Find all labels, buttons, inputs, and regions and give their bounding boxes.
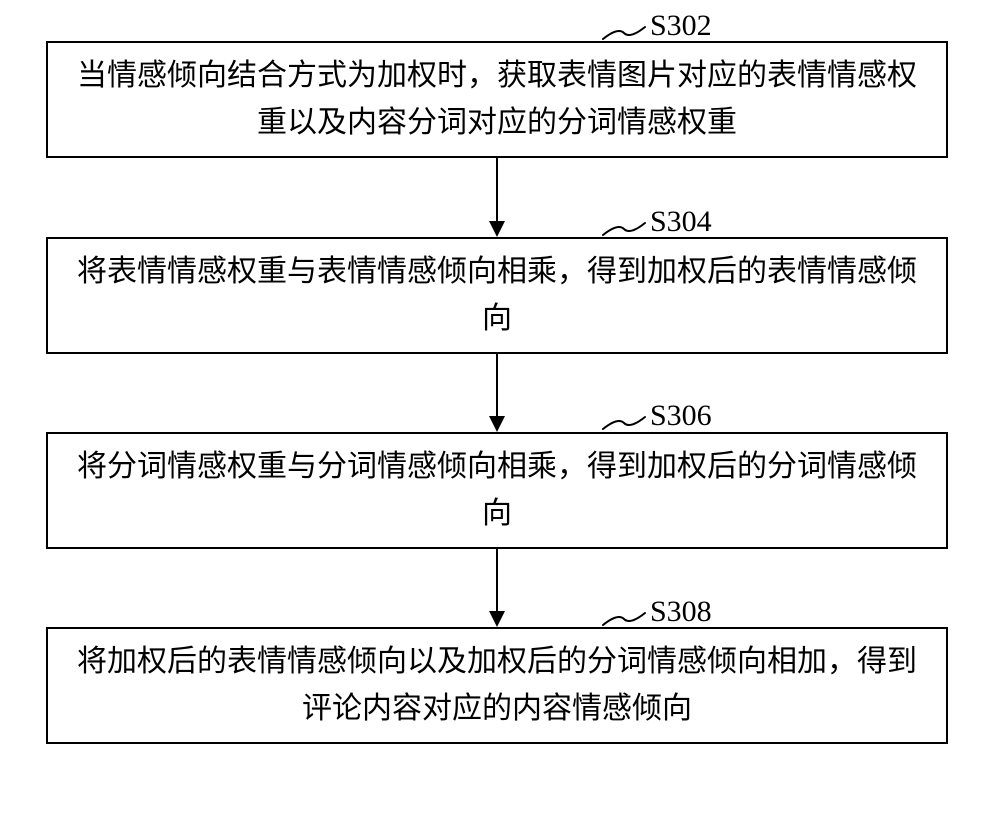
flow-step-s302: 当情感倾向结合方式为加权时，获取表情图片对应的表情情感权重以及内容分词对应的分词… <box>46 41 948 158</box>
flow-arrow-head-icon <box>489 221 505 237</box>
step-label-text: S302 <box>650 9 712 42</box>
flow-step-label-s304: S304 <box>650 205 712 239</box>
flow-step-s308: 将加权后的表情情感倾向以及加权后的分词情感倾向相加，得到评论内容对应的内容情感倾… <box>46 627 948 744</box>
label-tick-icon <box>603 223 645 235</box>
flow-step-s306: 将分词情感权重与分词情感倾向相乘，得到加权后的分词情感倾向 <box>46 432 948 549</box>
flow-step-text: 将表情情感权重与表情情感倾向相乘，得到加权后的表情情感倾向 <box>66 249 928 342</box>
flow-step-label-s306: S306 <box>650 399 712 433</box>
flow-step-label-s308: S308 <box>650 595 712 629</box>
step-label-text: S306 <box>650 399 712 432</box>
label-tick-icon <box>603 613 645 625</box>
flow-arrow-head-icon <box>489 416 505 432</box>
flow-step-text: 将加权后的表情情感倾向以及加权后的分词情感倾向相加，得到评论内容对应的内容情感倾… <box>66 639 928 732</box>
flow-step-s304: 将表情情感权重与表情情感倾向相乘，得到加权后的表情情感倾向 <box>46 237 948 354</box>
label-tick-icon <box>603 417 645 429</box>
step-label-text: S304 <box>650 205 712 238</box>
flow-step-label-s302: S302 <box>650 9 712 43</box>
flow-step-text: 将分词情感权重与分词情感倾向相乘，得到加权后的分词情感倾向 <box>66 444 928 537</box>
flow-arrow-head-icon <box>489 611 505 627</box>
step-label-text: S308 <box>650 595 712 628</box>
flow-step-text: 当情感倾向结合方式为加权时，获取表情图片对应的表情情感权重以及内容分词对应的分词… <box>66 53 928 146</box>
label-tick-icon <box>603 27 645 39</box>
flowchart-canvas: 当情感倾向结合方式为加权时，获取表情图片对应的表情情感权重以及内容分词对应的分词… <box>0 0 1000 819</box>
